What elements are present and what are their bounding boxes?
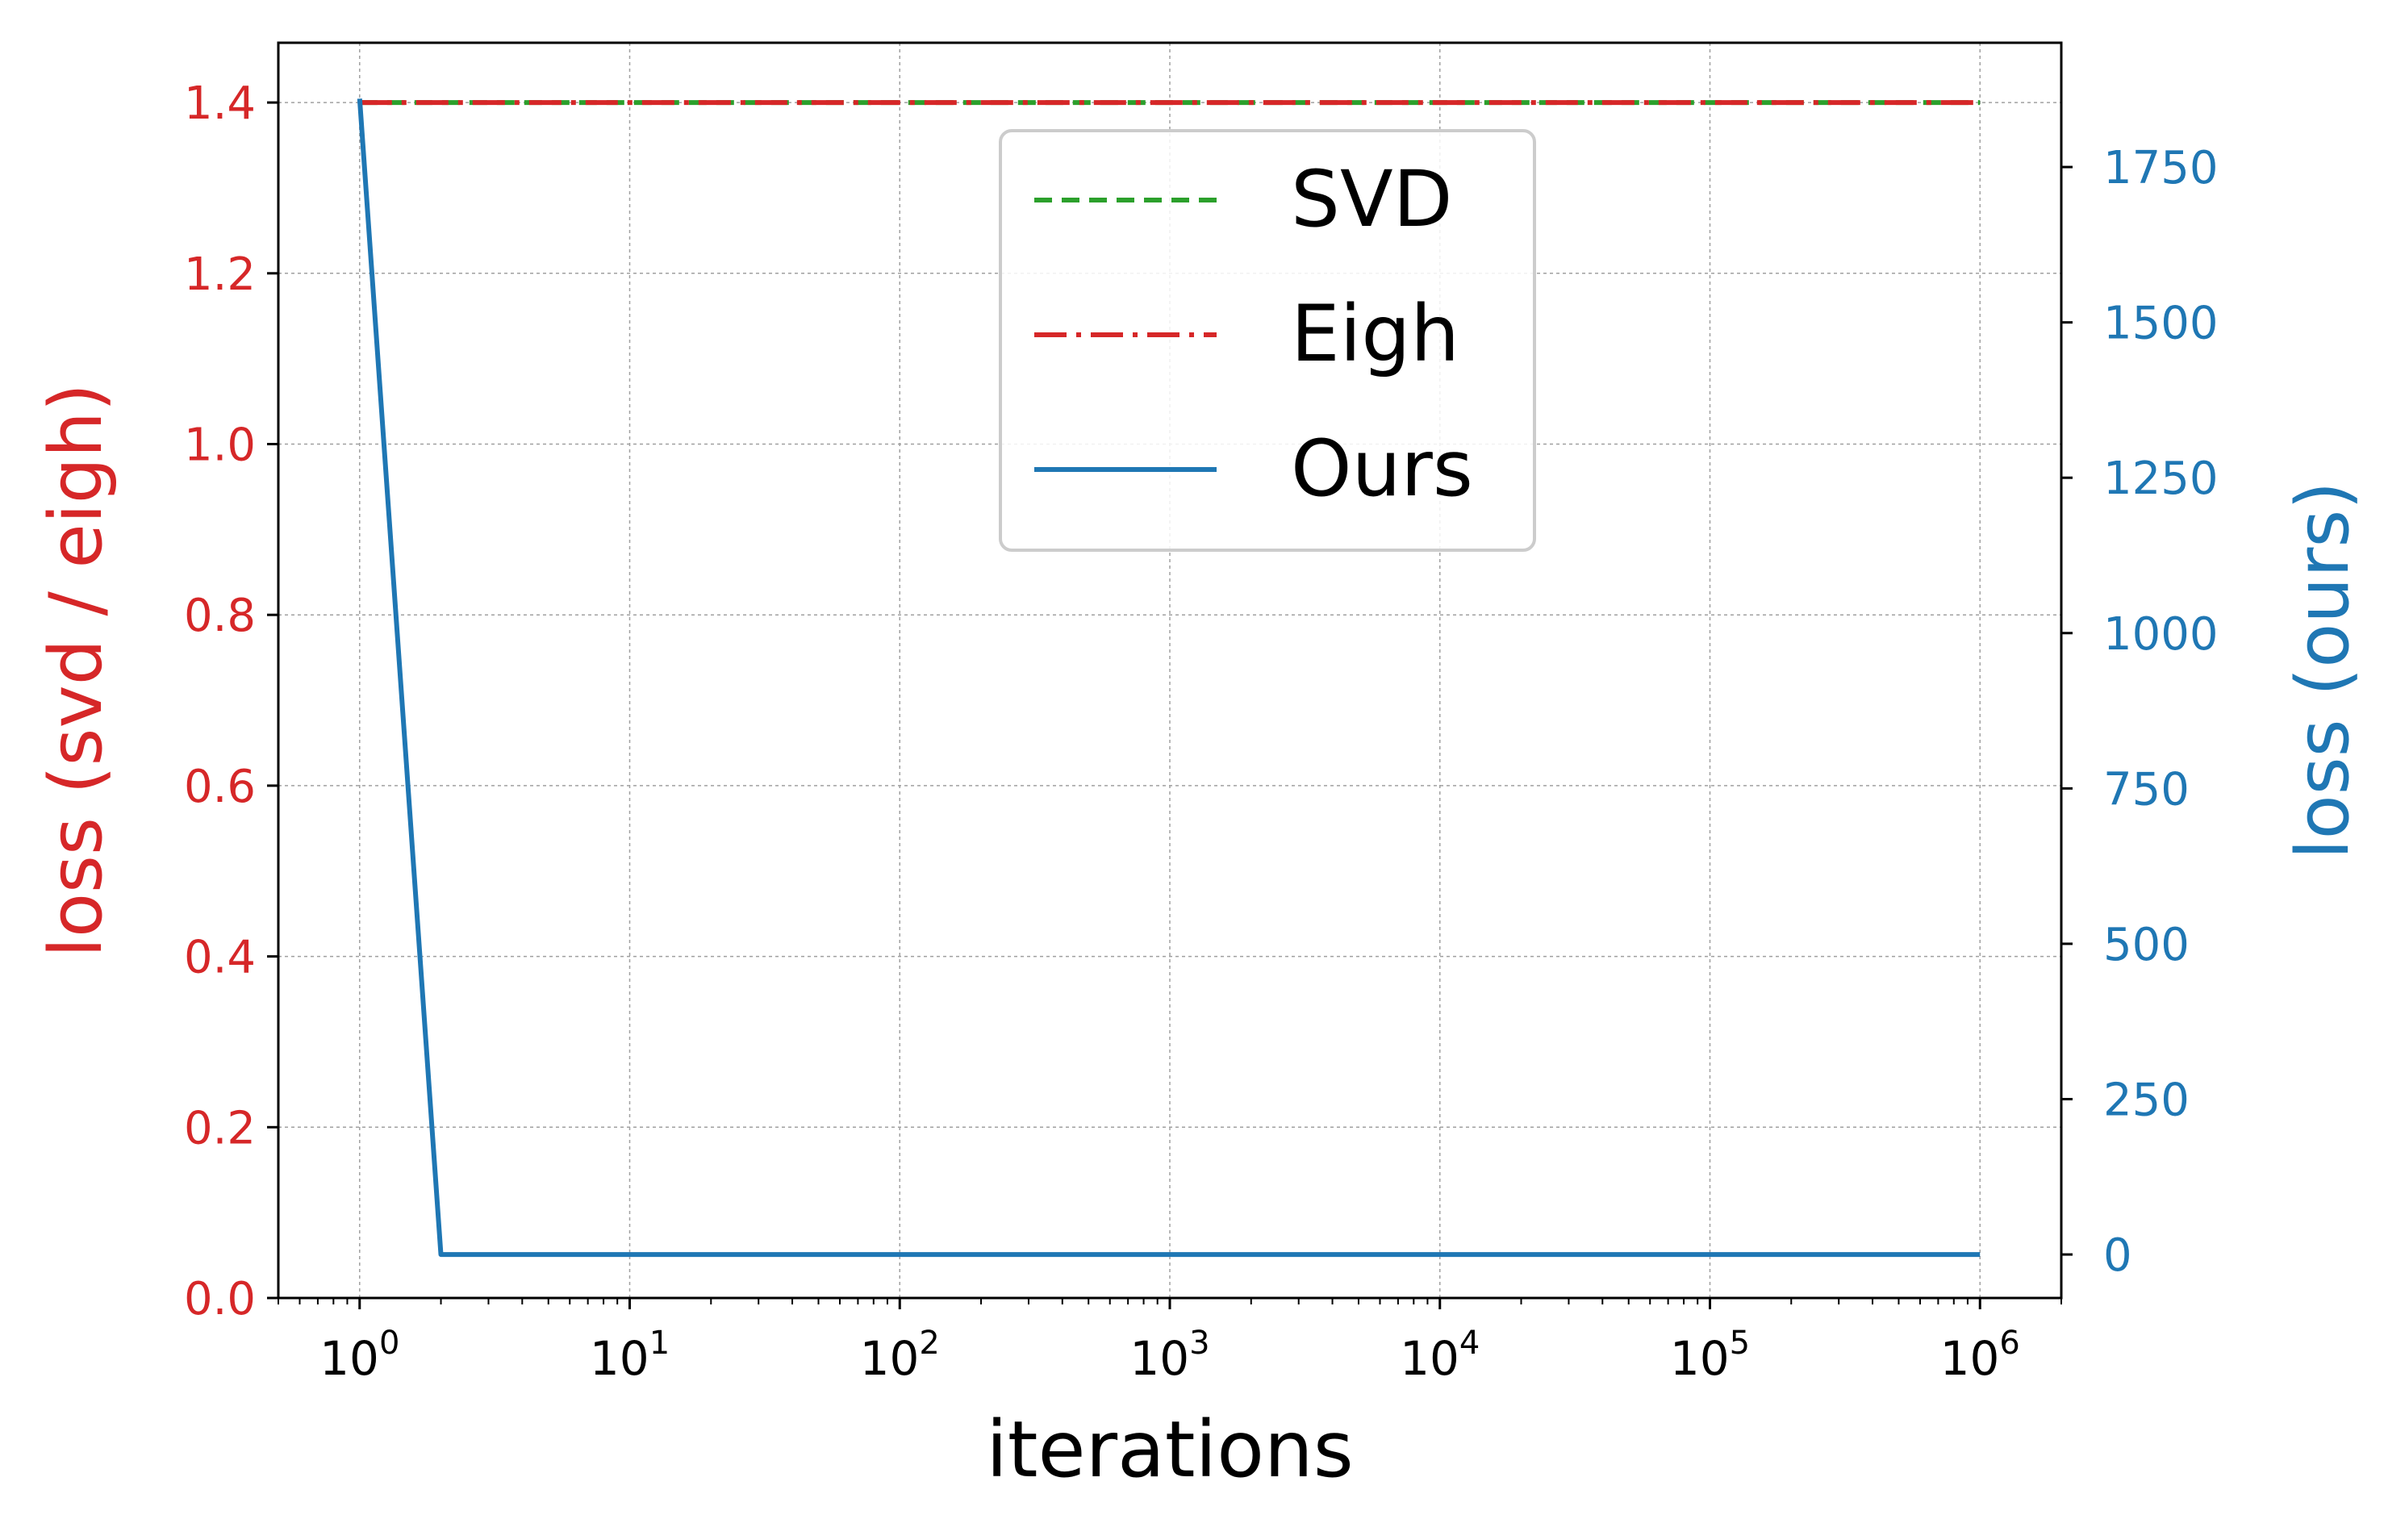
y-axis-left-label: loss (svd / eigh) <box>34 383 119 958</box>
y-right-tick-label: 250 <box>2103 1075 2190 1127</box>
y-right-tick-label: 750 <box>2103 763 2190 816</box>
x-tick-label: 101 <box>590 1325 670 1386</box>
y-right-tick-label: 0 <box>2103 1229 2132 1282</box>
y-left-tick-label: 1.2 <box>184 248 256 301</box>
y-right-tick-label: 500 <box>2103 919 2190 971</box>
y-left-tick-label: 0.4 <box>184 932 256 984</box>
legend-label-ours: Ours <box>1291 424 1473 514</box>
x-tick-label: 103 <box>1129 1325 1209 1386</box>
series-line-ours <box>357 98 1981 1258</box>
x-tick-label: 105 <box>1670 1325 1750 1386</box>
y-right-tick-label: 1000 <box>2103 608 2219 661</box>
y-left-tick-label: 1.4 <box>184 77 256 130</box>
legend-box <box>999 129 1536 552</box>
legend: SVD Eigh Ours <box>999 129 1536 552</box>
x-tick-label: 100 <box>319 1325 399 1386</box>
y-right-tick-label: 1250 <box>2103 453 2219 505</box>
x-tick-label: 102 <box>860 1325 940 1386</box>
x-tick-label: 104 <box>1400 1325 1480 1386</box>
y-left-tick-label: 0.6 <box>184 761 256 813</box>
axis-ticks: 100 101 102 103 104 105 106 0.0 0.2 0.4 0.6 0.8 1.0 1… <box>184 77 2219 1386</box>
y-right-tick-label: 1500 <box>2103 298 2219 350</box>
legend-label-svd: SVD <box>1291 154 1453 244</box>
series-lines <box>357 98 1981 1258</box>
y-right-tick-label: 1750 <box>2103 142 2219 194</box>
legend-label-eigh: Eigh <box>1291 289 1459 379</box>
y-left-tick-label: 0.0 <box>184 1273 256 1325</box>
y-left-tick-label: 0.2 <box>184 1102 256 1154</box>
y-left-tick-label: 1.0 <box>184 419 256 471</box>
y-axis-right-label: loss (ours) <box>2281 482 2365 860</box>
y-left-tick-label: 0.8 <box>184 590 256 642</box>
x-tick-label: 106 <box>1940 1325 2020 1386</box>
x-axis-label: iterations <box>986 1404 1354 1495</box>
